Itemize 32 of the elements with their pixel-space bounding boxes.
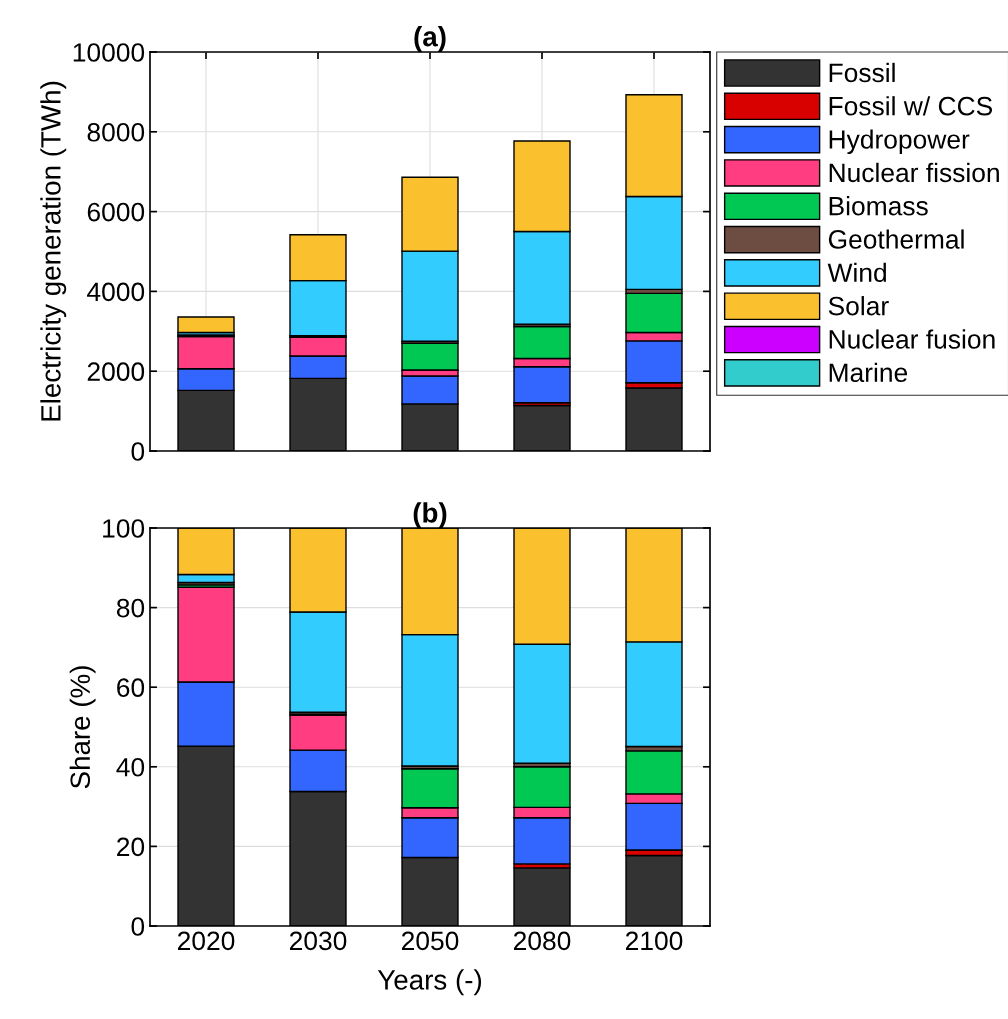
chart-title: (b) [413, 502, 447, 529]
y-tick-label: 60 [117, 678, 145, 698]
y-tick-label: 40 [116, 757, 145, 777]
legend-label: Hydropower [829, 129, 970, 155]
y-axis-title: Share (%) [69, 666, 96, 789]
legend-label: Marine [829, 362, 908, 383]
y-tick-label: 0 [131, 442, 145, 461]
legend-label: Fossil w/ CCS [829, 96, 993, 116]
y-axis-title: Electricity generation (TWh) [40, 81, 67, 421]
y-tick-label: 6000 [87, 202, 145, 222]
x-tick-label: 2100 [625, 931, 683, 951]
legend-label: Fossil [829, 62, 895, 83]
y-tick-label: 10000 [73, 43, 145, 62]
y-tick-label: 2000 [87, 362, 145, 382]
legend-label: Solar [828, 296, 889, 316]
x-tick-label: 2050 [401, 931, 459, 951]
chart-title: (a) [414, 26, 446, 52]
x-axis-title: Years (-) [377, 969, 482, 996]
y-tick-label: 4000 [87, 282, 145, 302]
y-tick-label: 80 [116, 598, 145, 618]
x-tick-label: 2020 [177, 931, 235, 951]
legend-label: Nuclear fission [829, 162, 999, 183]
y-tick-label: 8000 [87, 122, 145, 142]
x-tick-label: 2030 [289, 931, 347, 951]
legend-label: Biomass [829, 196, 928, 216]
y-tick-label: 20 [117, 837, 145, 857]
legend-label: Nuclear fusion [829, 329, 995, 349]
y-tick-label: 0 [131, 917, 145, 936]
y-tick-label: 100 [103, 519, 145, 538]
legend-label: Geothermal [828, 229, 964, 249]
legend-label: Wind [827, 262, 886, 283]
x-tick-label: 2080 [513, 931, 571, 951]
